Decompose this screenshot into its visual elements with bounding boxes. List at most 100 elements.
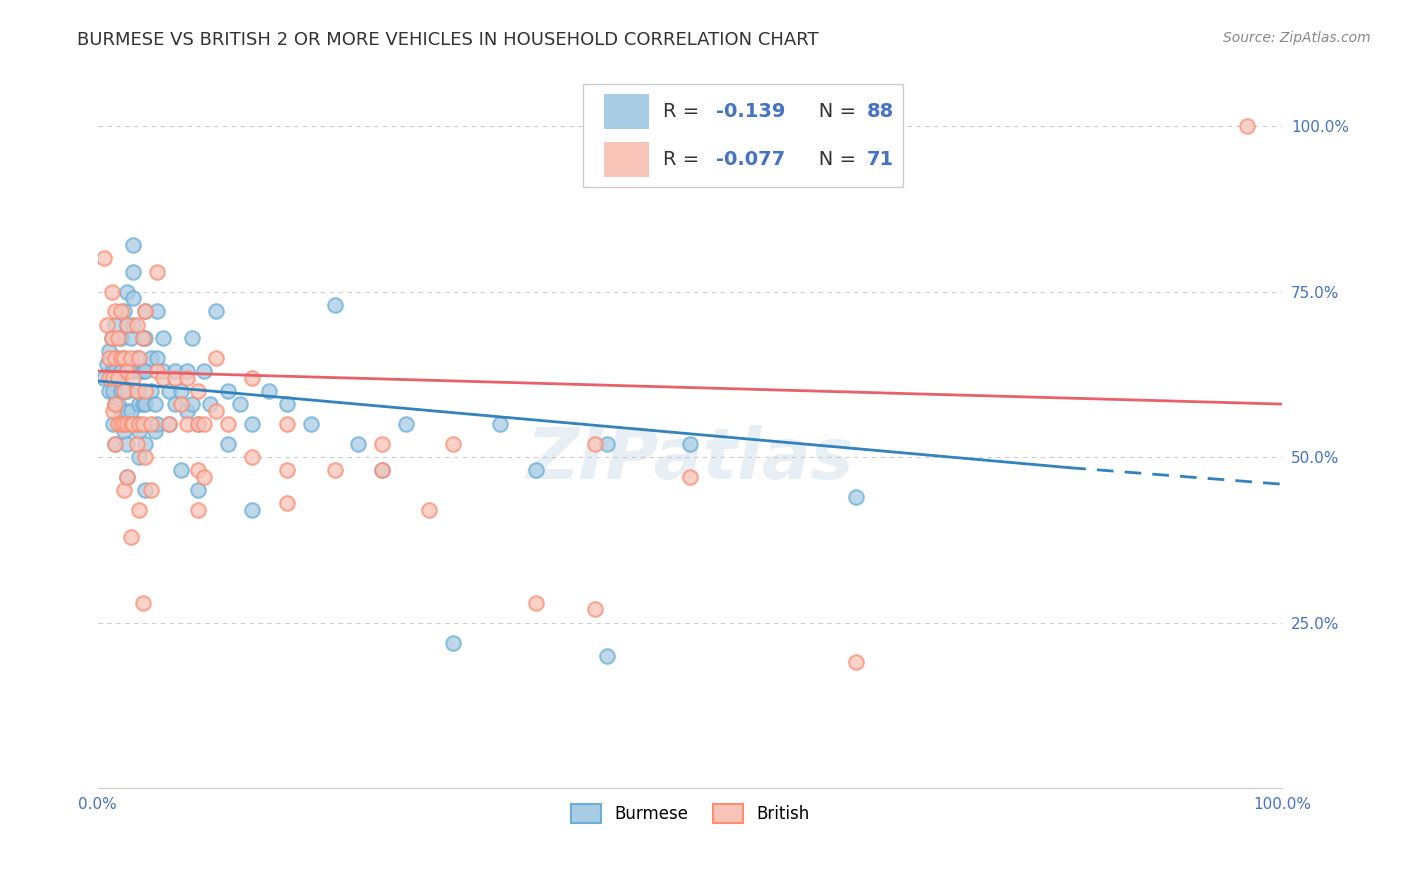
Point — [122, 417, 145, 431]
Point — [117, 364, 139, 378]
Point — [583, 602, 606, 616]
Point — [131, 331, 153, 345]
Point — [112, 483, 135, 498]
Point — [112, 384, 135, 398]
Point — [131, 364, 153, 378]
Point — [157, 384, 180, 398]
Point — [187, 503, 209, 517]
Point — [152, 364, 174, 378]
Point — [101, 370, 124, 384]
Point — [134, 384, 156, 398]
Point — [112, 351, 135, 365]
Point — [169, 463, 191, 477]
Point — [276, 496, 298, 510]
Point — [347, 437, 370, 451]
Point — [176, 403, 198, 417]
Point — [101, 331, 124, 345]
Point — [98, 344, 121, 359]
Point — [107, 331, 129, 345]
Point — [93, 370, 115, 384]
Point — [163, 397, 186, 411]
Point — [120, 351, 142, 365]
Point — [679, 437, 702, 451]
Point — [524, 463, 547, 477]
Point — [104, 364, 127, 378]
Text: 71: 71 — [866, 150, 894, 169]
Text: R =: R = — [662, 150, 706, 169]
Text: 88: 88 — [866, 102, 894, 121]
Point — [276, 397, 298, 411]
Point — [128, 503, 150, 517]
Point — [117, 470, 139, 484]
Point — [187, 417, 209, 431]
Point — [193, 470, 215, 484]
Point — [104, 397, 127, 411]
Point — [98, 351, 121, 365]
Point — [117, 437, 139, 451]
Point — [169, 384, 191, 398]
Point — [176, 417, 198, 431]
Point — [98, 384, 121, 398]
Point — [107, 370, 129, 384]
Point — [240, 370, 263, 384]
Point — [128, 417, 150, 431]
Point — [131, 331, 153, 345]
Point — [117, 318, 139, 332]
Point — [122, 370, 145, 384]
Point — [125, 384, 148, 398]
Text: -0.077: -0.077 — [716, 150, 786, 169]
Point — [98, 370, 121, 384]
Point — [134, 437, 156, 451]
Point — [139, 384, 162, 398]
Point — [845, 490, 868, 504]
Point — [139, 417, 162, 431]
Point — [596, 437, 619, 451]
Point — [441, 437, 464, 451]
Point — [146, 364, 169, 378]
Point — [101, 364, 124, 378]
Point — [125, 351, 148, 365]
Text: BURMESE VS BRITISH 2 OR MORE VEHICLES IN HOUSEHOLD CORRELATION CHART: BURMESE VS BRITISH 2 OR MORE VEHICLES IN… — [77, 31, 818, 49]
Point — [240, 503, 263, 517]
Point — [181, 331, 204, 345]
Point — [299, 417, 322, 431]
Point — [110, 417, 132, 431]
Point — [131, 596, 153, 610]
Point — [110, 364, 132, 378]
Point — [112, 351, 135, 365]
Point — [128, 450, 150, 464]
Point — [176, 364, 198, 378]
Point — [193, 417, 215, 431]
Point — [276, 463, 298, 477]
Text: N =: N = — [800, 102, 862, 121]
Point — [134, 331, 156, 345]
Point — [107, 370, 129, 384]
Point — [143, 397, 166, 411]
Text: R =: R = — [662, 102, 706, 121]
Point — [371, 463, 394, 477]
Point — [112, 417, 135, 431]
Point — [229, 397, 252, 411]
Point — [125, 318, 148, 332]
Point — [583, 437, 606, 451]
Point — [104, 304, 127, 318]
Point — [157, 417, 180, 431]
Point — [193, 364, 215, 378]
FancyBboxPatch shape — [603, 143, 648, 177]
Point — [371, 463, 394, 477]
Point — [125, 384, 148, 398]
Point — [134, 450, 156, 464]
Point — [120, 530, 142, 544]
Point — [122, 238, 145, 252]
Point — [101, 403, 124, 417]
Point — [205, 304, 228, 318]
Point — [489, 417, 512, 431]
FancyBboxPatch shape — [603, 95, 648, 128]
Point — [205, 351, 228, 365]
Point — [122, 318, 145, 332]
Point — [125, 437, 148, 451]
Point — [101, 417, 124, 431]
Point — [101, 285, 124, 299]
Point — [110, 410, 132, 425]
Point — [131, 397, 153, 411]
